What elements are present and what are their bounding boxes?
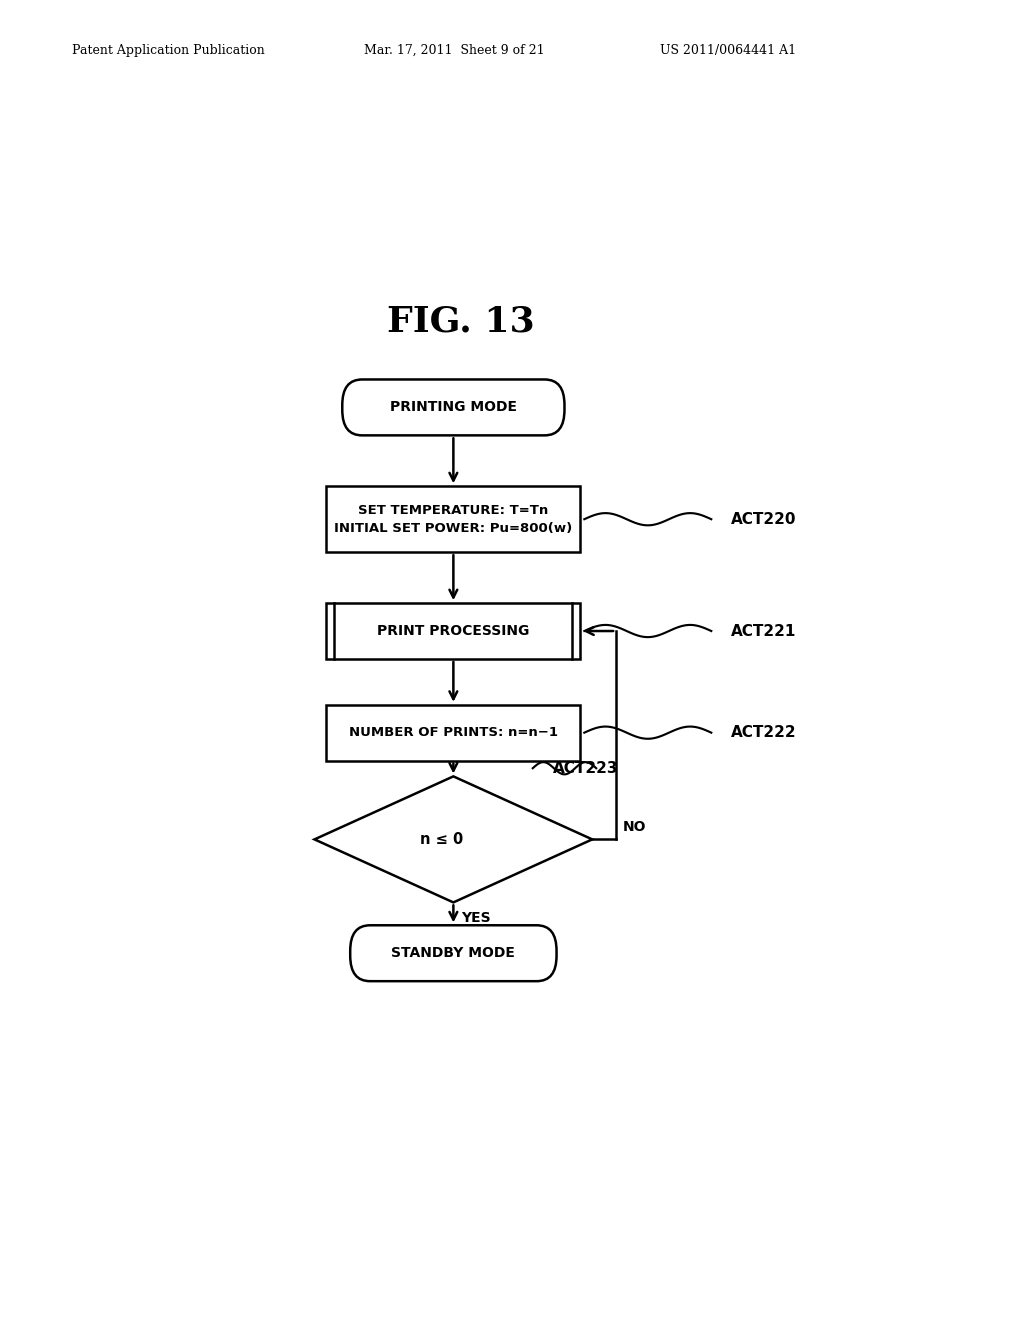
Text: ACT222: ACT222: [731, 725, 797, 741]
Text: n ≤ 0: n ≤ 0: [420, 832, 463, 847]
Text: NUMBER OF PRINTS: n=n−1: NUMBER OF PRINTS: n=n−1: [349, 726, 558, 739]
Text: NO: NO: [623, 820, 646, 834]
Text: STANDBY MODE: STANDBY MODE: [391, 946, 515, 960]
Bar: [327, 486, 581, 552]
Polygon shape: [314, 776, 592, 903]
Text: ACT220: ACT220: [731, 512, 797, 527]
Text: YES: YES: [461, 911, 490, 924]
Text: US 2011/0064441 A1: US 2011/0064441 A1: [660, 44, 797, 57]
Bar: [327, 705, 581, 760]
Text: Mar. 17, 2011  Sheet 9 of 21: Mar. 17, 2011 Sheet 9 of 21: [364, 44, 544, 57]
FancyBboxPatch shape: [350, 925, 557, 981]
Text: ACT221: ACT221: [731, 623, 797, 639]
Text: PRINTING MODE: PRINTING MODE: [390, 400, 517, 414]
Text: PRINT PROCESSING: PRINT PROCESSING: [377, 624, 529, 638]
Text: ACT223: ACT223: [553, 760, 618, 776]
Bar: [327, 603, 581, 659]
Text: FIG. 13: FIG. 13: [387, 304, 536, 338]
Text: SET TEMPERATURE: T=Tn
INITIAL SET POWER: Pu=800(w): SET TEMPERATURE: T=Tn INITIAL SET POWER:…: [334, 504, 572, 535]
FancyBboxPatch shape: [342, 379, 564, 436]
Text: Patent Application Publication: Patent Application Publication: [72, 44, 264, 57]
